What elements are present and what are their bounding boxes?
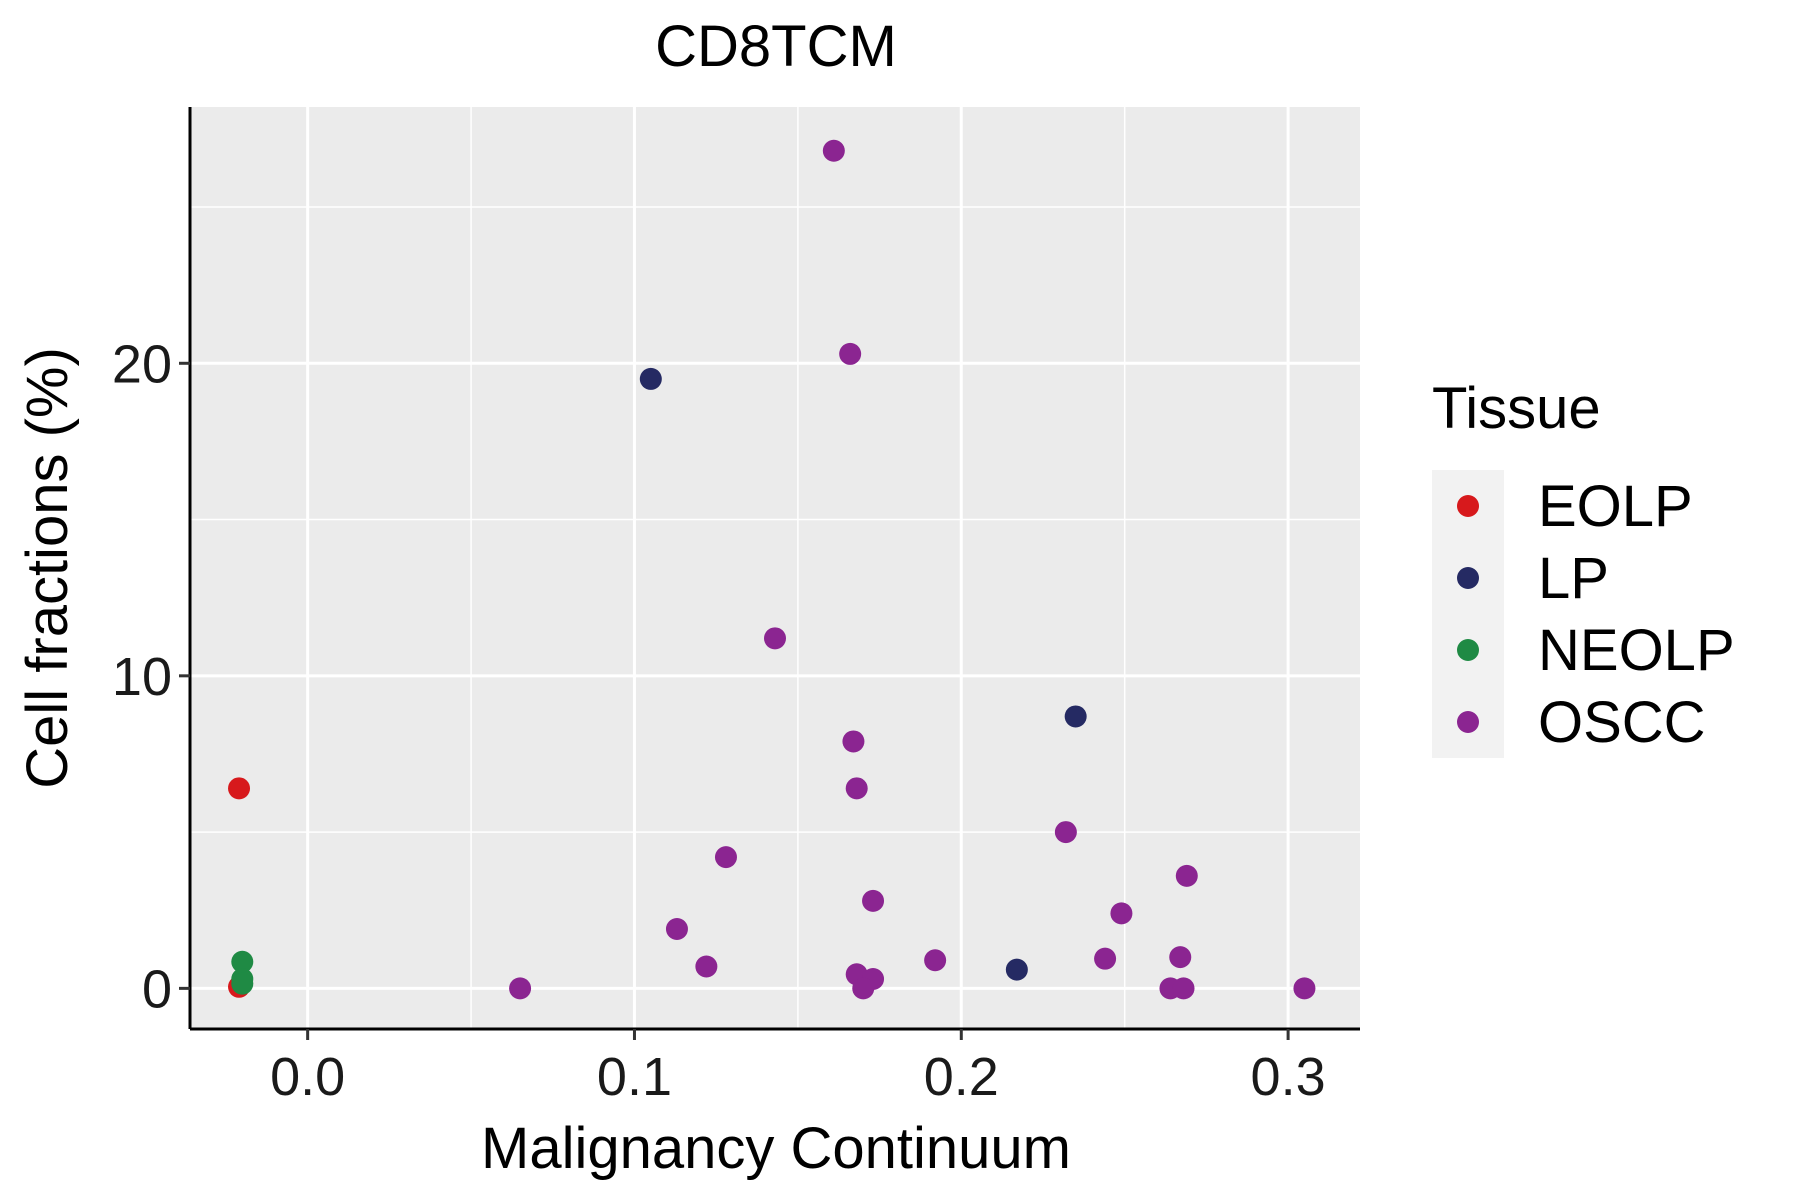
data-point-lp xyxy=(639,367,662,390)
data-point-oscc xyxy=(695,955,718,978)
data-point-oscc xyxy=(714,846,737,869)
x-tick-label: 0.1 xyxy=(597,1047,672,1107)
data-point-oscc xyxy=(924,949,947,972)
legend-label-eolp: EOLP xyxy=(1538,474,1693,539)
chart-title: CD8TCM xyxy=(655,14,897,79)
plot-panel xyxy=(190,107,1360,1029)
x-tick-label: 0.2 xyxy=(924,1047,999,1107)
data-point-oscc xyxy=(852,977,875,1000)
major-gridlines xyxy=(190,107,1360,1029)
x-axis-ticks: 0.0 0.1 0.2 0.3 xyxy=(270,1029,1326,1107)
legend-key-background xyxy=(1432,470,1504,758)
data-point-oscc xyxy=(822,139,845,162)
y-axis-title: Cell fractions (%) xyxy=(15,347,80,789)
data-point-oscc xyxy=(839,342,862,365)
data-point-oscc xyxy=(1054,821,1077,844)
data-point-oscc xyxy=(764,627,786,650)
x-tick-label: 0.0 xyxy=(270,1047,345,1107)
data-point-oscc xyxy=(1094,947,1117,970)
data-point-neolp xyxy=(231,950,254,973)
x-tick-label: 0.3 xyxy=(1251,1047,1326,1107)
minor-gridlines xyxy=(190,107,1360,1029)
legend-key-oscc xyxy=(1457,711,1479,733)
data-point-lp xyxy=(1064,705,1087,728)
legend: Tissue EOLP LP NEOLP OSCC xyxy=(1432,376,1735,758)
legend-label-lp: LP xyxy=(1538,546,1609,611)
x-axis-title: Malignancy Continuum xyxy=(481,1116,1071,1181)
data-point-neolp xyxy=(231,972,254,995)
data-point-oscc xyxy=(862,889,885,912)
data-point-oscc xyxy=(509,977,532,1000)
data-point-oscc xyxy=(1175,864,1198,887)
y-tick-label: 0 xyxy=(142,959,172,1019)
legend-key-eolp xyxy=(1457,495,1479,517)
data-point-oscc xyxy=(845,777,868,800)
y-axis-ticks: 0 10 20 xyxy=(112,334,190,1019)
legend-key-neolp xyxy=(1457,639,1479,661)
data-point-oscc xyxy=(665,917,688,940)
data-point-oscc xyxy=(842,730,865,753)
data-point-oscc xyxy=(1169,946,1192,969)
data-point-lp xyxy=(1005,958,1028,981)
data-point-oscc xyxy=(1293,977,1316,1000)
y-tick-label: 10 xyxy=(112,647,172,707)
legend-title: Tissue xyxy=(1432,376,1601,441)
data-point-oscc xyxy=(1172,977,1195,1000)
legend-label-oscc: OSCC xyxy=(1538,690,1706,755)
data-points xyxy=(228,139,1316,1000)
data-point-oscc xyxy=(1110,902,1133,925)
data-point-eolp xyxy=(228,777,251,800)
legend-key-lp xyxy=(1457,567,1479,589)
y-tick-label: 20 xyxy=(112,334,172,394)
legend-label-neolp: NEOLP xyxy=(1538,618,1735,683)
